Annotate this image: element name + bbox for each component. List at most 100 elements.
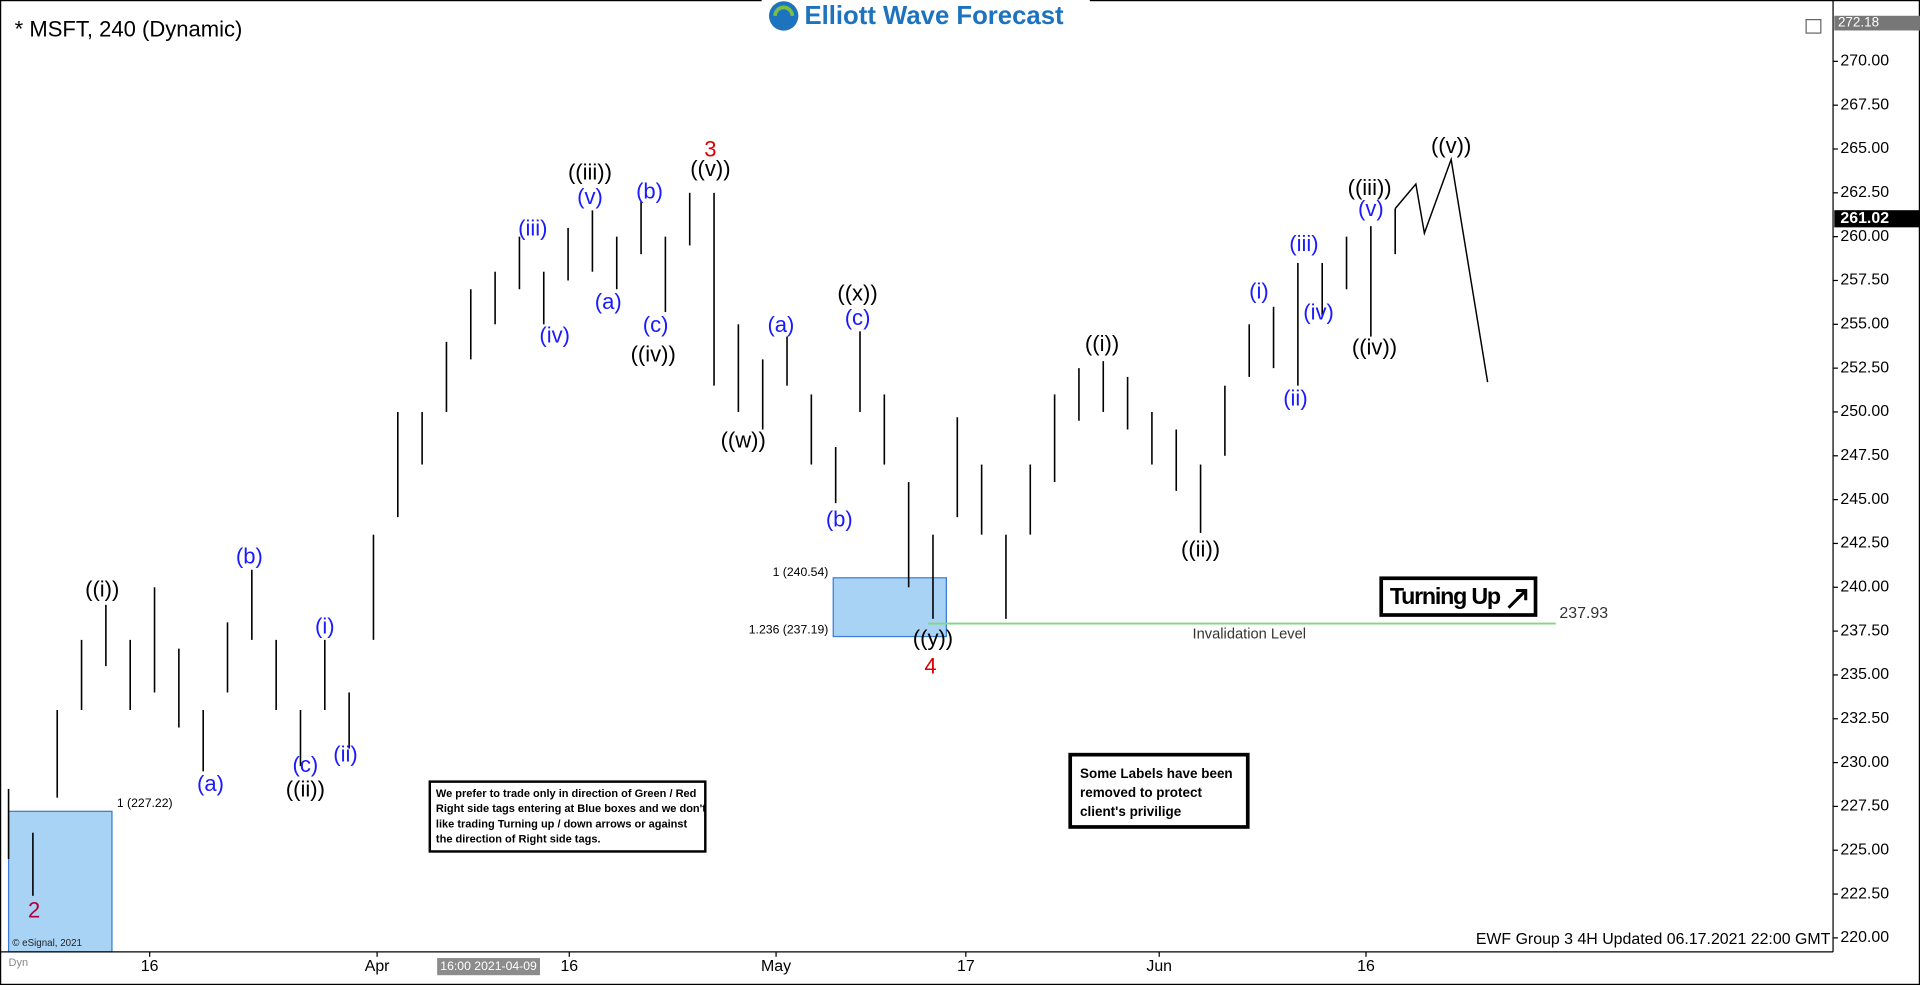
wave-label: (iii) — [1289, 231, 1318, 256]
wave-label: ((i)) — [85, 577, 119, 602]
wave-label: (i) — [315, 613, 335, 638]
x-tick-label: 16 — [1357, 958, 1375, 975]
box-label: 1 (240.54) — [773, 565, 829, 579]
wave-label: 2 — [28, 897, 40, 922]
note-line: We prefer to trade only in direction of … — [436, 788, 696, 800]
chart-title: * MSFT, 240 (Dynamic) — [15, 16, 243, 41]
wave-label: ((iv)) — [1352, 335, 1397, 360]
wave-label: (ii) — [333, 741, 357, 766]
wave-label: (iv) — [539, 322, 570, 347]
y-tick-label: 265.00 — [1840, 140, 1889, 157]
y-tick-label: 250.00 — [1840, 403, 1889, 420]
turning-arrow — [1507, 588, 1528, 609]
x-tick-label: 16 — [560, 958, 578, 975]
y-tick-label: 252.50 — [1840, 359, 1889, 376]
projection-line — [1394, 156, 1489, 383]
logo-icon-arc — [773, 5, 795, 17]
y-tick-label: 245.00 — [1840, 491, 1889, 508]
cursor-date-box — [437, 958, 540, 976]
wave-label: (c) — [643, 312, 669, 337]
wave-label: (v) — [1358, 196, 1384, 221]
wave-label: ((v)) — [690, 156, 730, 181]
invalidation-label: Invalidation Level — [1193, 626, 1306, 642]
turning-box — [1379, 576, 1538, 617]
wave-label: ((w)) — [721, 428, 766, 453]
wave-label: (a) — [595, 289, 622, 314]
box-label: 1.236 (237.19) — [749, 623, 829, 637]
corner-tag: Dyn — [9, 957, 29, 969]
x-tick-label: 16 — [141, 958, 159, 975]
x-tick-label: May — [761, 958, 791, 975]
note-line: the direction of Right side tags. — [436, 834, 601, 846]
wave-label: (c) — [845, 305, 871, 330]
wave-label: 4 — [924, 654, 936, 679]
invalidation-value: 237.93 — [1559, 605, 1608, 622]
logo-box — [761, 0, 1090, 35]
wave-label: ((iv)) — [631, 342, 676, 367]
target-box — [832, 577, 947, 638]
wave-label: (i) — [1249, 279, 1269, 304]
target-box — [7, 810, 113, 953]
y-tick-label: 242.50 — [1840, 535, 1889, 552]
note-box — [1068, 752, 1250, 829]
logo: Elliott Wave Forecast — [761, 0, 1090, 35]
note-line: client's privilige — [1080, 804, 1182, 819]
y-tick-label: 260.00 — [1840, 228, 1889, 245]
wave-label: 3 — [704, 137, 716, 162]
y-tick-label: 227.50 — [1840, 798, 1889, 815]
top-price-label: 272.18 — [1838, 15, 1879, 30]
wave-label: ((x)) — [837, 280, 877, 305]
y-tick-label: 262.50 — [1840, 184, 1889, 201]
wave-label: ((iii)) — [568, 159, 612, 184]
y-tick-label: 255.00 — [1840, 316, 1889, 333]
x-tick-label: Apr — [365, 958, 390, 975]
y-tick-label: 235.00 — [1840, 666, 1889, 683]
note-box — [428, 780, 707, 853]
wave-label: ((v)) — [1431, 133, 1471, 158]
wave-label: (b) — [636, 179, 663, 204]
wave-label: (b) — [826, 506, 853, 531]
wave-label: ((y)) — [913, 626, 953, 651]
note-line: Some Labels have been — [1080, 766, 1233, 781]
cursor-date: 16:00 2021-04-09 — [440, 959, 537, 973]
copyright: © eSignal, 2021 — [12, 938, 82, 949]
note-line: like trading Turning up / down arrows or… — [436, 818, 688, 830]
wave-label: (iii) — [518, 215, 547, 240]
y-tick-label: 257.50 — [1840, 272, 1889, 289]
x-tick-label: 17 — [957, 958, 975, 975]
wave-label: (c) — [293, 752, 319, 777]
turning-text: Turning Up — [1390, 583, 1501, 609]
y-tick-label: 232.50 — [1840, 710, 1889, 727]
wave-label: (a) — [767, 312, 794, 337]
note-line: removed to protect — [1080, 785, 1202, 800]
wave-label: (ii) — [1283, 386, 1307, 411]
top-price-tag — [1834, 15, 1920, 31]
wave-label: ((ii)) — [286, 776, 325, 801]
window-button[interactable] — [1805, 18, 1822, 34]
y-tick-label: 222.50 — [1840, 885, 1889, 902]
y-tick-label: 225.00 — [1840, 841, 1889, 858]
y-tick-label: 267.50 — [1840, 96, 1889, 113]
y-tick-label: 230.00 — [1840, 754, 1889, 771]
wave-label: ((iii)) — [1348, 175, 1392, 200]
box-label: 1 (227.22) — [117, 796, 173, 810]
wave-label: ((ii)) — [1181, 536, 1220, 561]
x-tick-label: Jun — [1146, 958, 1172, 975]
wave-label: (v) — [577, 184, 603, 209]
wave-label: ((i)) — [1085, 331, 1119, 356]
wave-label: (iv) — [1303, 300, 1334, 325]
last-price-tag — [1834, 210, 1920, 228]
y-tick-label: 247.50 — [1840, 447, 1889, 464]
y-tick-label: 240.00 — [1840, 578, 1889, 595]
wave-label: (a) — [197, 771, 224, 796]
y-tick-label: 220.00 — [1840, 929, 1889, 946]
y-tick-label: 270.00 — [1840, 53, 1889, 70]
logo-text: Elliott Wave Forecast — [804, 2, 1064, 30]
wave-label: (b) — [236, 543, 263, 568]
footer: EWF Group 3 4H Updated 06.17.2021 22:00 … — [1476, 931, 1831, 948]
last-price-label: 261.02 — [1840, 210, 1889, 227]
note-line: Right side tags entering at Blue boxes a… — [436, 803, 706, 815]
